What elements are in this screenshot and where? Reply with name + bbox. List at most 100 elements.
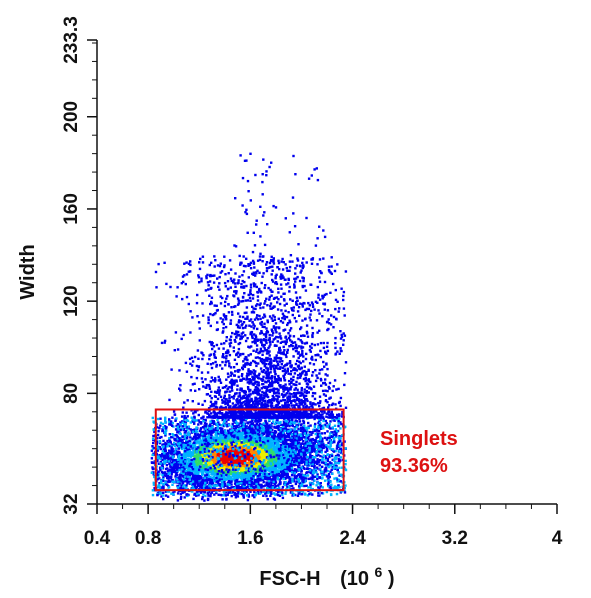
event-dot [168, 444, 172, 448]
event-dot [272, 457, 276, 461]
event-dot [243, 427, 246, 430]
event-dot [157, 430, 160, 433]
event-dot [290, 429, 294, 432]
event-dot [269, 449, 273, 453]
event-dot [253, 495, 256, 499]
event-dot [307, 421, 310, 425]
event-dot [197, 472, 200, 475]
event-dot [274, 480, 277, 483]
event-dot [217, 493, 220, 496]
event-dot [174, 428, 178, 431]
event-dot [333, 467, 337, 470]
event-dot [246, 450, 250, 454]
event-dot [221, 456, 224, 460]
event-dot [209, 481, 213, 484]
event-dot [232, 461, 235, 464]
event-dot [312, 438, 316, 442]
event-dot [255, 448, 259, 451]
event-dot [221, 459, 225, 462]
event-dot [257, 424, 260, 427]
event-dot [257, 445, 260, 449]
event-dot [308, 470, 311, 474]
event-dot [242, 496, 245, 499]
event-dot [339, 451, 343, 454]
event-dot [245, 441, 248, 444]
event-dot [316, 435, 320, 439]
event-dot [273, 486, 277, 489]
event-dot [203, 499, 206, 502]
event-dot [194, 487, 198, 490]
event-dot [238, 433, 241, 436]
event-dot [183, 414, 186, 418]
event-dot [251, 446, 254, 449]
event-dot [266, 395, 270, 399]
event-dot [215, 491, 218, 495]
event-dot [185, 411, 188, 414]
event-dot [214, 440, 217, 444]
event-dot [230, 454, 233, 458]
event-dot [170, 473, 173, 476]
event-dot [182, 456, 185, 459]
event-dot [336, 443, 340, 446]
event-dot [168, 476, 171, 479]
event-dot [246, 432, 250, 435]
event-dot [288, 476, 291, 479]
event-dot [153, 488, 156, 492]
event-dot [272, 461, 275, 465]
event-dot [261, 471, 264, 474]
event-dot [161, 458, 164, 461]
event-dot [229, 447, 232, 450]
event-dot [220, 453, 223, 457]
event-dot [272, 433, 275, 437]
event-dot [214, 465, 218, 468]
event-dot [230, 470, 233, 473]
event-dot [254, 463, 257, 467]
event-dot [326, 436, 329, 440]
event-dot [256, 479, 259, 482]
event-dot [281, 434, 284, 438]
event-dot [241, 453, 244, 456]
event-dot [156, 433, 160, 437]
event-dot [177, 431, 180, 434]
event-dot [274, 478, 277, 482]
event-dot [337, 459, 341, 462]
event-dot [236, 444, 240, 447]
event-dot [215, 470, 218, 473]
event-dot [181, 482, 185, 485]
event-dot [212, 475, 215, 478]
event-dot [212, 451, 215, 454]
event-dot [193, 485, 197, 489]
event-dot [326, 430, 329, 433]
event-dot [220, 461, 223, 464]
event-dot [254, 450, 257, 454]
event-dot [244, 448, 247, 451]
event-dot [195, 442, 198, 445]
event-dot [291, 484, 294, 488]
event-dot [273, 483, 277, 486]
event-dot [187, 460, 190, 463]
event-dot [223, 480, 226, 483]
event-dot [318, 401, 322, 405]
event-dot [289, 457, 292, 460]
event-dot [166, 495, 170, 498]
event-dot [271, 422, 274, 425]
event-dot [186, 441, 190, 444]
event-dot [316, 477, 319, 481]
event-dot [242, 468, 245, 472]
event-dot [323, 436, 327, 440]
event-dot [287, 418, 290, 421]
event-dot [233, 475, 236, 478]
event-dot [309, 455, 312, 458]
event-dot [206, 436, 209, 439]
event-dot [233, 450, 236, 453]
event-dot [270, 437, 273, 441]
event-dot [249, 474, 252, 478]
event-dot [162, 443, 165, 446]
event-dot [219, 445, 222, 449]
event-dot [328, 486, 331, 489]
event-dot [309, 451, 312, 454]
event-dot [214, 470, 217, 474]
event-dot [241, 484, 244, 487]
event-dot [218, 450, 221, 453]
event-dot [289, 431, 292, 435]
